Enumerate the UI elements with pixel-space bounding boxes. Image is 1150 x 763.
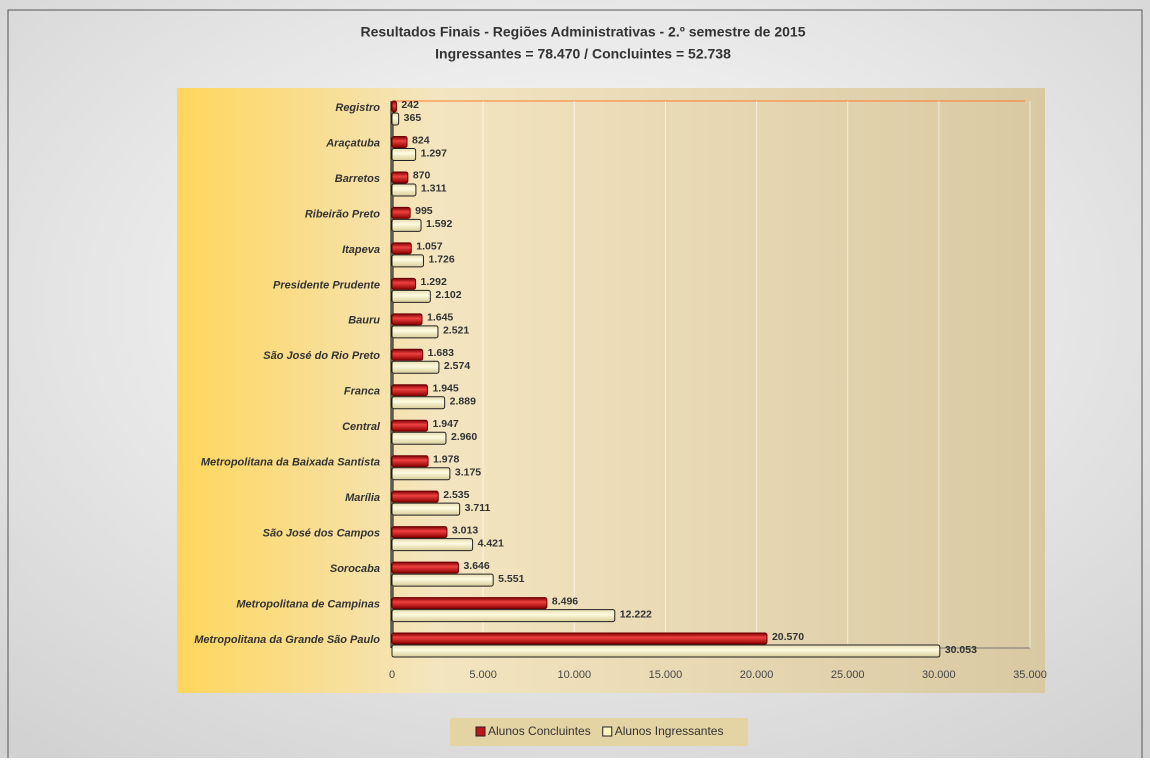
legend-label: Alunos Concluintes xyxy=(488,724,591,738)
bar xyxy=(391,277,417,290)
bar xyxy=(391,644,941,658)
bar xyxy=(391,455,429,468)
value-label: 3.711 xyxy=(465,502,491,514)
bar xyxy=(391,431,447,445)
bar xyxy=(391,597,548,610)
bar xyxy=(391,313,423,326)
bar xyxy=(391,538,474,552)
value-label: 2.535 xyxy=(443,489,469,501)
bar xyxy=(391,183,417,197)
value-label: 1.592 xyxy=(426,218,452,230)
bar xyxy=(391,396,446,410)
value-label: 30.053 xyxy=(945,644,977,656)
y-tick-label: São José do Rio Preto xyxy=(263,350,380,362)
legend-label: Alunos Ingressantes xyxy=(615,724,724,738)
x-tick-label: 15.000 xyxy=(649,669,683,681)
chart-subtitle: Ingressantes = 78.470 / Concluintes = 52… xyxy=(435,46,731,62)
value-label: 870 xyxy=(413,170,431,182)
y-tick-label: Ribeirão Preto xyxy=(305,208,380,220)
bar xyxy=(391,254,424,268)
legend-swatch xyxy=(475,726,486,737)
bar xyxy=(391,147,417,161)
x-tick-label: 30.000 xyxy=(922,669,956,681)
y-tick-label: Central xyxy=(342,421,381,433)
bar xyxy=(391,112,400,126)
value-label: 3.175 xyxy=(455,466,481,478)
plot-area xyxy=(177,88,1045,693)
value-label: 1.947 xyxy=(432,418,458,430)
bar xyxy=(391,360,440,374)
y-tick-label: Bauru xyxy=(348,315,380,327)
value-label: 4.421 xyxy=(478,537,504,549)
value-label: 1.683 xyxy=(428,347,454,359)
y-tick-label: Itapeva xyxy=(342,244,380,256)
bar xyxy=(391,242,412,255)
value-label: 8.496 xyxy=(552,595,578,607)
bar xyxy=(391,348,424,361)
x-tick-label: 10.000 xyxy=(557,669,591,681)
legend-swatch xyxy=(602,726,613,737)
value-label: 12.222 xyxy=(620,608,652,620)
value-label: 1.978 xyxy=(433,453,459,465)
x-tick-label: 35.000 xyxy=(1013,669,1047,681)
value-label: 2.574 xyxy=(444,360,470,372)
bar xyxy=(391,490,439,503)
bar xyxy=(391,325,439,339)
bar xyxy=(391,289,431,303)
bar xyxy=(391,218,422,232)
value-label: 1.645 xyxy=(427,312,453,324)
y-tick-label: Metropolitana da Grande São Paulo xyxy=(194,634,380,646)
bar xyxy=(391,609,616,623)
y-tick-label: Presidente Prudente xyxy=(273,279,380,291)
bar xyxy=(391,502,461,516)
value-label: 20.570 xyxy=(772,631,804,643)
bar xyxy=(391,135,408,148)
y-tick-label: Araçatuba xyxy=(325,137,380,149)
x-tick-label: 0 xyxy=(389,669,395,681)
value-label: 1.945 xyxy=(432,383,458,395)
bar xyxy=(391,384,428,397)
y-tick-label: Sorocaba xyxy=(330,563,380,575)
bar xyxy=(391,100,397,113)
bar xyxy=(391,526,448,539)
x-tick-label: 20.000 xyxy=(740,669,774,681)
bar xyxy=(391,467,451,481)
bar xyxy=(391,206,411,219)
value-label: 365 xyxy=(404,112,422,124)
bar xyxy=(391,171,409,184)
value-label: 2.102 xyxy=(435,289,461,301)
frame xyxy=(7,9,1143,763)
value-label: 1.726 xyxy=(428,254,454,266)
bar xyxy=(391,419,428,432)
y-tick-label: Metropolitana de Campinas xyxy=(236,598,380,610)
value-label: 1.297 xyxy=(421,147,447,159)
value-label: 1.057 xyxy=(416,241,442,253)
x-tick-label: 25.000 xyxy=(831,669,865,681)
y-tick-label: Marília xyxy=(345,492,380,504)
value-label: 2.960 xyxy=(451,431,477,443)
y-tick-label: Metropolitana da Baixada Santista xyxy=(201,457,380,469)
legend xyxy=(450,718,748,746)
value-label: 995 xyxy=(415,205,433,217)
y-tick-label: São José dos Campos xyxy=(263,528,380,540)
value-label: 824 xyxy=(412,134,430,146)
value-label: 3.646 xyxy=(463,560,489,572)
y-tick-label: Barretos xyxy=(335,173,380,185)
value-label: 2.889 xyxy=(450,396,476,408)
x-tick-label: 5.000 xyxy=(469,669,497,681)
value-label: 1.311 xyxy=(421,183,447,195)
y-tick-label: Registro xyxy=(335,102,380,114)
bar xyxy=(391,573,494,587)
value-label: 1.292 xyxy=(421,276,447,288)
value-label: 5.551 xyxy=(498,573,524,585)
chart-title: Resultados Finais - Regiões Administrati… xyxy=(361,24,806,40)
value-label: 242 xyxy=(401,99,419,111)
value-label: 3.013 xyxy=(452,524,478,536)
y-tick-label: Franca xyxy=(344,386,380,398)
bar xyxy=(391,561,459,574)
value-label: 2.521 xyxy=(443,325,469,337)
bar xyxy=(391,632,768,645)
